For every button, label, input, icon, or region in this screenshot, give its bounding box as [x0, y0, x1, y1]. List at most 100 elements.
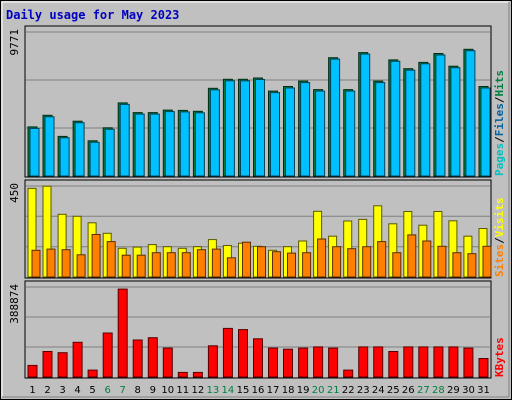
x-tick-day-20: 20	[312, 385, 325, 396]
x-tick-day-6: 6	[105, 385, 111, 396]
kbytes-bar-kbytes-day-7	[117, 288, 128, 378]
hits-bar-files-day-25	[390, 60, 401, 177]
hits-bar-files-day-17	[270, 92, 280, 177]
hits-series-label-part: Hits	[493, 70, 506, 97]
kbytes-bar-kbytes-day-4	[72, 341, 83, 378]
kbytes-bar-kbytes-day-30	[463, 347, 474, 378]
hits-bar-files-day-22	[345, 90, 356, 177]
x-tick-day-22: 22	[342, 385, 355, 396]
hits-bar-files-day-13	[209, 89, 220, 177]
kbytes-bar-kbytes-day-2	[42, 351, 53, 378]
hits-series-label-part: /	[493, 136, 506, 143]
x-tick-day-27: 27	[417, 385, 430, 396]
chart-title: Daily usage for May 2023	[6, 8, 179, 22]
hits-series-label-part: Files	[493, 103, 506, 136]
kbytes-bar-kbytes-day-9	[147, 337, 158, 378]
hits-bar-files-day-1	[29, 127, 40, 177]
kbytes-bar-kbytes-day-26	[403, 346, 414, 378]
hits-bar-files-day-11	[179, 111, 190, 177]
visits-series-label-part: /	[493, 237, 506, 244]
kbytes-bar-kbytes-day-19	[298, 347, 309, 378]
x-tick-day-26: 26	[402, 385, 415, 396]
visits-bar-sites-day-6	[106, 241, 116, 278]
visits-bar-sites-day-26	[407, 234, 417, 278]
kbytes-bar-kbytes-day-28	[433, 346, 444, 378]
kbytes-bar-kbytes-day-25	[388, 351, 399, 378]
visits-bar-sites-day-20	[317, 238, 327, 278]
hits-bar-files-day-29	[450, 67, 461, 177]
visits-bar-sites-day-8	[136, 254, 146, 278]
hits-bar-files-day-4	[74, 122, 85, 177]
visits-bar-sites-day-21	[332, 246, 342, 278]
visits-series-label-part: Visits	[493, 198, 506, 238]
x-tick-day-11: 11	[176, 385, 189, 396]
hits-bar-files-day-30	[465, 50, 476, 177]
kbytes-bar-kbytes-day-10	[162, 347, 173, 378]
x-tick-day-2: 2	[44, 385, 50, 396]
x-tick-day-29: 29	[447, 385, 460, 396]
x-tick-day-5: 5	[89, 385, 95, 396]
x-tick-day-14: 14	[222, 385, 235, 396]
visits-bar-sites-day-17	[272, 251, 281, 278]
hits-bar-files-day-14	[224, 80, 235, 177]
kbytes-bar-kbytes-day-20	[313, 346, 324, 378]
kbytes-bar-kbytes-day-22	[343, 369, 354, 378]
x-tick-day-31: 31	[477, 385, 490, 396]
kbytes-bar-kbytes-day-14	[222, 327, 233, 378]
visits-bar-sites-day-28	[437, 245, 447, 278]
visits-bar-sites-day-23	[362, 246, 372, 278]
x-tick-day-8: 8	[135, 385, 141, 396]
x-tick-day-28: 28	[432, 385, 445, 396]
x-tick-day-16: 16	[252, 385, 265, 396]
chart-panels: 9771Pages/Files/Hits450Sites/Visits38887…	[8, 25, 506, 379]
visits-bar-sites-day-9	[151, 252, 161, 278]
visits-bar-sites-day-19	[302, 252, 312, 278]
x-tick-day-30: 30	[462, 385, 475, 396]
hits-series-label-part: /	[493, 96, 506, 103]
hits-bar-files-day-23	[360, 53, 371, 177]
visits-bar-sites-day-18	[287, 252, 296, 278]
visits-bar-sites-day-10	[166, 252, 176, 278]
hits-bar-files-day-15	[240, 80, 250, 177]
kbytes-bar-kbytes-day-5	[87, 369, 98, 378]
visits-bar-sites-day-16	[257, 246, 266, 278]
kbytes-bar-kbytes-day-12	[192, 371, 203, 378]
x-tick-day-15: 15	[237, 385, 250, 396]
visits-bar-sites-day-13	[211, 248, 221, 278]
visits-series-label-part: Sites	[493, 244, 506, 277]
kbytes-bar-kbytes-day-17	[268, 347, 278, 378]
kbytes-bar-kbytes-day-18	[283, 348, 293, 378]
kbytes-bar-kbytes-day-29	[448, 346, 459, 378]
kbytes-bar-kbytes-day-13	[207, 345, 218, 378]
kbytes-bar-kbytes-day-3	[57, 352, 68, 378]
x-tick-day-1: 1	[29, 385, 35, 396]
kbytes-bar-kbytes-day-16	[253, 338, 263, 378]
x-tick-day-21: 21	[327, 385, 340, 396]
hits-bar-files-day-9	[149, 113, 160, 177]
hits-bar-files-day-31	[480, 87, 491, 177]
x-tick-day-9: 9	[150, 385, 156, 396]
hits-bar-files-day-26	[405, 69, 416, 177]
visits-bar-sites-day-22	[347, 248, 357, 278]
kbytes-bar-kbytes-day-6	[102, 332, 113, 378]
hits-bar-files-day-19	[300, 82, 311, 177]
hits-bar-files-day-5	[89, 141, 100, 177]
kbytes-bar-kbytes-day-24	[373, 346, 384, 378]
x-tick-day-19: 19	[297, 385, 310, 396]
visits-bar-sites-day-31	[482, 245, 492, 278]
hits-bar-files-day-10	[164, 111, 175, 177]
hits-bar-files-day-3	[59, 137, 70, 177]
hits-series-label: Pages/Files/Hits	[493, 70, 506, 176]
kbytes-bar-kbytes-day-23	[358, 346, 369, 378]
kbytes-bar-kbytes-day-8	[132, 339, 143, 378]
hits-bar-files-day-12	[194, 112, 205, 177]
visits-bar-sites-day-1	[31, 249, 41, 278]
x-tick-day-10: 10	[161, 385, 174, 396]
kbytes-bar-kbytes-day-31	[478, 358, 489, 378]
x-tick-day-12: 12	[192, 385, 205, 396]
x-tick-day-7: 7	[120, 385, 126, 396]
visits-bar-sites-day-12	[196, 249, 206, 278]
kbytes-bar-kbytes-day-21	[328, 347, 339, 378]
